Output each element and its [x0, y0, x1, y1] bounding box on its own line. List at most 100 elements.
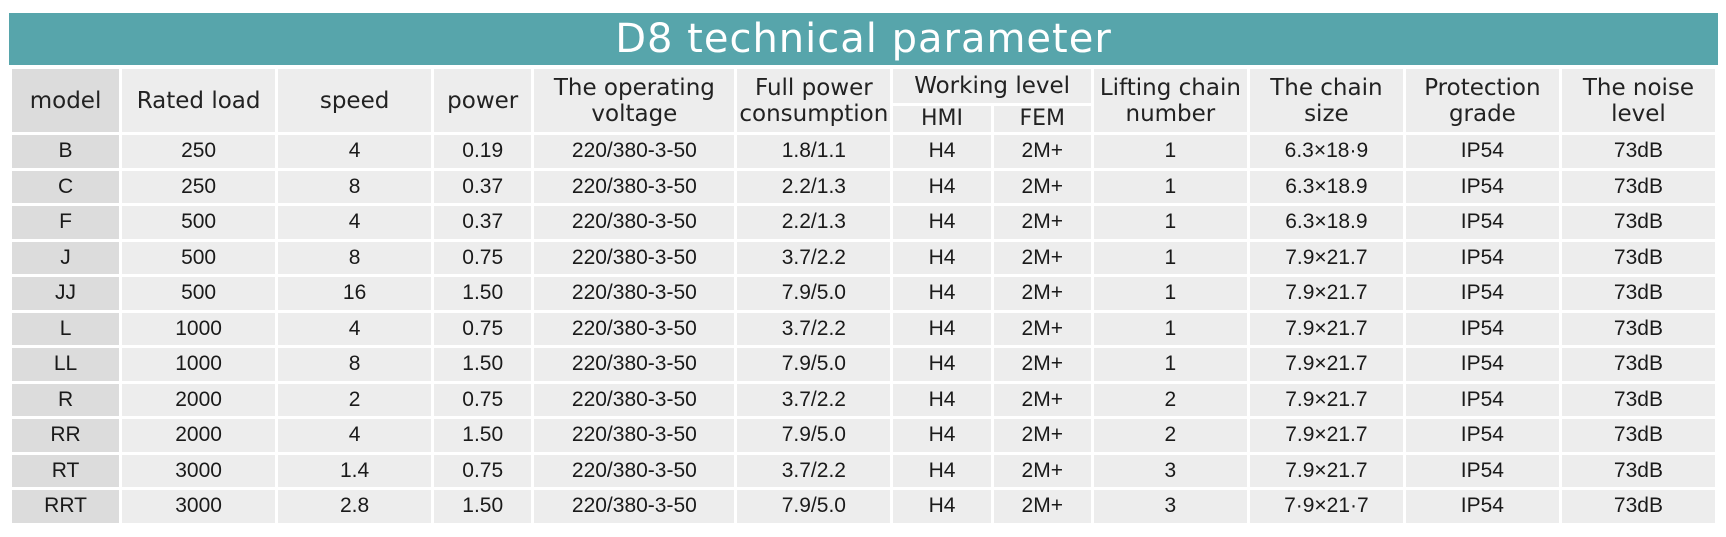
table-title: D8 technical parameter	[9, 13, 1718, 65]
cell-protection: IP54	[1405, 383, 1559, 416]
cell-fem: 2M+	[993, 419, 1091, 452]
cell-power: 0.75	[434, 241, 532, 274]
cell-speed: 2.8	[278, 490, 432, 523]
cell-fem: 2M+	[993, 135, 1091, 168]
table-row: C 250 8 0.37 220/380-3-50 2.2/1.3 H4 2M+…	[12, 170, 1715, 203]
cell-voltage: 220/380-3-50	[534, 170, 735, 203]
cell-noise: 73dB	[1561, 312, 1715, 345]
cell-voltage: 220/380-3-50	[534, 419, 735, 452]
cell-noise: 73dB	[1561, 241, 1715, 274]
cell-chain-size: 7.9×21.7	[1249, 312, 1403, 345]
cell-model: B	[12, 135, 120, 168]
table-row: RR 2000 4 1.50 220/380-3-50 7.9/5.0 H4 2…	[12, 419, 1715, 452]
cell-protection: IP54	[1405, 135, 1559, 168]
cell-voltage: 220/380-3-50	[534, 312, 735, 345]
cell-voltage: 220/380-3-50	[534, 454, 735, 487]
cell-power: 0.75	[434, 312, 532, 345]
cell-hmi: H4	[893, 383, 991, 416]
header-lifting-chain-number: Lifting chain number	[1093, 69, 1247, 132]
cell-protection: IP54	[1405, 170, 1559, 203]
cell-chains: 1	[1093, 348, 1247, 381]
cell-power: 1.50	[434, 277, 532, 310]
header-power: power	[434, 69, 532, 132]
cell-fem: 2M+	[993, 348, 1091, 381]
cell-chains: 2	[1093, 419, 1247, 452]
cell-hmi: H4	[893, 135, 991, 168]
cell-chain-size: 7.9×21.7	[1249, 454, 1403, 487]
cell-speed: 4	[278, 419, 432, 452]
cell-noise: 73dB	[1561, 348, 1715, 381]
cell-chain-size: 7.9×21.7	[1249, 277, 1403, 310]
cell-chains: 3	[1093, 454, 1247, 487]
cell-speed: 1.4	[278, 454, 432, 487]
cell-speed: 4	[278, 312, 432, 345]
cell-speed: 8	[278, 348, 432, 381]
table-row: R 2000 2 0.75 220/380-3-50 3.7/2.2 H4 2M…	[12, 383, 1715, 416]
cell-chains: 1	[1093, 277, 1247, 310]
cell-consumption: 7.9/5.0	[737, 419, 891, 452]
cell-rated-load: 1000	[122, 348, 276, 381]
table-row: RRT 3000 2.8 1.50 220/380-3-50 7.9/5.0 H…	[12, 490, 1715, 523]
cell-protection: IP54	[1405, 277, 1559, 310]
cell-power: 0.37	[434, 170, 532, 203]
header-full-power-consumption: Full power consumption	[737, 69, 891, 132]
cell-rated-load: 3000	[122, 454, 276, 487]
cell-consumption: 3.7/2.2	[737, 312, 891, 345]
cell-consumption: 3.7/2.2	[737, 454, 891, 487]
cell-noise: 73dB	[1561, 383, 1715, 416]
cell-consumption: 3.7/2.2	[737, 383, 891, 416]
cell-power: 1.50	[434, 348, 532, 381]
cell-chains: 1	[1093, 241, 1247, 274]
cell-chains: 1	[1093, 170, 1247, 203]
cell-speed: 8	[278, 241, 432, 274]
cell-rated-load: 500	[122, 206, 276, 239]
cell-noise: 73dB	[1561, 206, 1715, 239]
cell-voltage: 220/380-3-50	[534, 490, 735, 523]
cell-noise: 73dB	[1561, 419, 1715, 452]
cell-rated-load: 250	[122, 135, 276, 168]
cell-voltage: 220/380-3-50	[534, 277, 735, 310]
cell-protection: IP54	[1405, 312, 1559, 345]
cell-voltage: 220/380-3-50	[534, 135, 735, 168]
table-row: RT 3000 1.4 0.75 220/380-3-50 3.7/2.2 H4…	[12, 454, 1715, 487]
cell-chain-size: 7.9×21.7	[1249, 419, 1403, 452]
cell-power: 0.75	[434, 383, 532, 416]
technical-parameter-table: model Rated load speed power The operati…	[9, 66, 1718, 526]
cell-hmi: H4	[893, 419, 991, 452]
cell-voltage: 220/380-3-50	[534, 383, 735, 416]
cell-voltage: 220/380-3-50	[534, 241, 735, 274]
cell-protection: IP54	[1405, 348, 1559, 381]
cell-voltage: 220/380-3-50	[534, 206, 735, 239]
cell-rated-load: 2000	[122, 419, 276, 452]
cell-model: RR	[12, 419, 120, 452]
cell-chain-size: 6.3×18.9	[1249, 206, 1403, 239]
cell-consumption: 2.2/1.3	[737, 170, 891, 203]
table-row: JJ 500 16 1.50 220/380-3-50 7.9/5.0 H4 2…	[12, 277, 1715, 310]
cell-consumption: 3.7/2.2	[737, 241, 891, 274]
cell-noise: 73dB	[1561, 277, 1715, 310]
cell-chain-size: 7.9×21.7	[1249, 348, 1403, 381]
cell-chains: 3	[1093, 490, 1247, 523]
cell-chains: 1	[1093, 206, 1247, 239]
cell-noise: 73dB	[1561, 454, 1715, 487]
cell-chain-size: 7.9×21.7	[1249, 241, 1403, 274]
cell-rated-load: 500	[122, 277, 276, 310]
cell-rated-load: 500	[122, 241, 276, 274]
cell-speed: 16	[278, 277, 432, 310]
cell-consumption: 7.9/5.0	[737, 277, 891, 310]
cell-rated-load: 1000	[122, 312, 276, 345]
cell-hmi: H4	[893, 454, 991, 487]
cell-hmi: H4	[893, 490, 991, 523]
cell-rated-load: 2000	[122, 383, 276, 416]
cell-model: JJ	[12, 277, 120, 310]
cell-fem: 2M+	[993, 206, 1091, 239]
header-model: model	[12, 69, 120, 132]
cell-model: RT	[12, 454, 120, 487]
cell-model: RRT	[12, 490, 120, 523]
cell-model: R	[12, 383, 120, 416]
cell-fem: 2M+	[993, 454, 1091, 487]
cell-hmi: H4	[893, 241, 991, 274]
cell-fem: 2M+	[993, 170, 1091, 203]
table-row: B 250 4 0.19 220/380-3-50 1.8/1.1 H4 2M+…	[12, 135, 1715, 168]
cell-speed: 8	[278, 170, 432, 203]
